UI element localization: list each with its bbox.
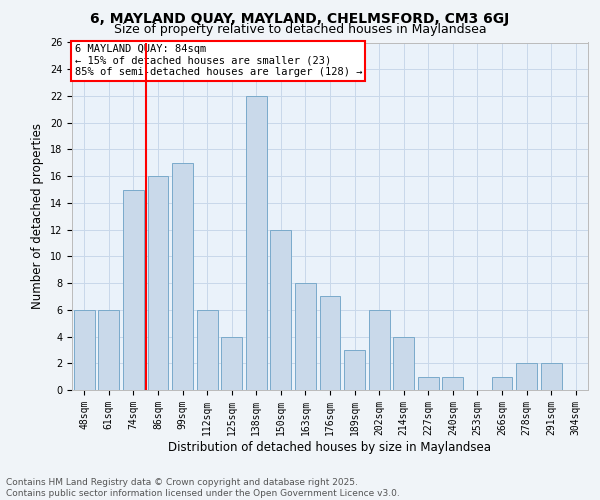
Bar — [418, 376, 439, 390]
Text: 6 MAYLAND QUAY: 84sqm
← 15% of detached houses are smaller (23)
85% of semi-deta: 6 MAYLAND QUAY: 84sqm ← 15% of detached … — [74, 44, 362, 78]
Y-axis label: Number of detached properties: Number of detached properties — [31, 123, 44, 309]
Bar — [98, 310, 119, 390]
Text: Contains HM Land Registry data © Crown copyright and database right 2025.
Contai: Contains HM Land Registry data © Crown c… — [6, 478, 400, 498]
Bar — [172, 163, 193, 390]
Bar — [393, 336, 414, 390]
Bar — [246, 96, 267, 390]
X-axis label: Distribution of detached houses by size in Maylandsea: Distribution of detached houses by size … — [169, 440, 491, 454]
Bar — [123, 190, 144, 390]
Bar — [74, 310, 95, 390]
Text: Size of property relative to detached houses in Maylandsea: Size of property relative to detached ho… — [113, 22, 487, 36]
Bar — [541, 364, 562, 390]
Bar — [491, 376, 512, 390]
Bar — [148, 176, 169, 390]
Bar — [442, 376, 463, 390]
Bar — [344, 350, 365, 390]
Bar — [295, 283, 316, 390]
Bar — [271, 230, 292, 390]
Bar — [516, 364, 537, 390]
Text: 6, MAYLAND QUAY, MAYLAND, CHELMSFORD, CM3 6GJ: 6, MAYLAND QUAY, MAYLAND, CHELMSFORD, CM… — [91, 12, 509, 26]
Bar — [197, 310, 218, 390]
Bar — [221, 336, 242, 390]
Bar — [320, 296, 340, 390]
Bar — [368, 310, 389, 390]
